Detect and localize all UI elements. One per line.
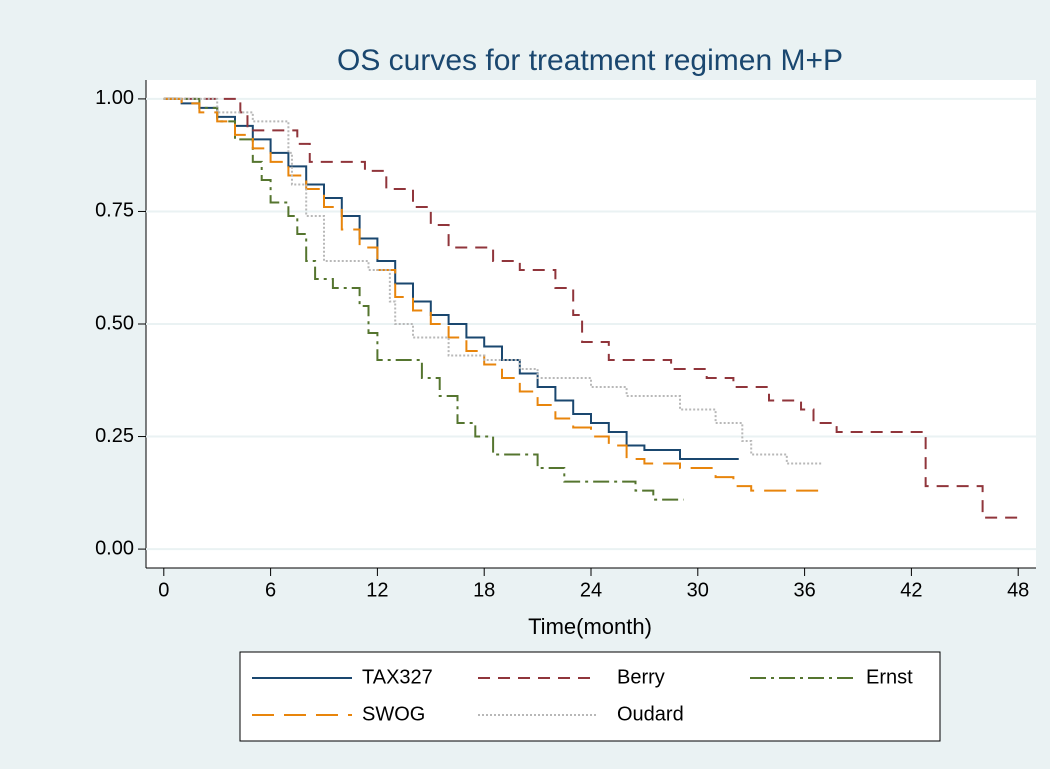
x-tick-label: 36 [793, 579, 815, 601]
legend-label: Oudard [617, 703, 684, 725]
legend-label: Berry [617, 666, 665, 688]
y-tick-label: 0.75 [95, 200, 134, 222]
chart-title: OS curves for treatment regimen M+P [337, 44, 843, 77]
x-tick-label: 18 [473, 579, 495, 601]
survival-curve [163, 97, 684, 501]
x-tick-label: 12 [366, 579, 388, 601]
y-tick-label: 0.50 [95, 312, 134, 334]
x-tick-label: 0 [158, 579, 169, 601]
y-tick-label: 1.00 [95, 87, 134, 109]
survival-curve [163, 97, 819, 492]
legend-box [239, 651, 941, 742]
survival-curve [163, 97, 1019, 519]
x-tick-label: 30 [687, 579, 709, 601]
x-tick-label: 24 [580, 579, 602, 601]
legend-label: SWOG [362, 703, 425, 725]
x-tick-label: 6 [265, 579, 276, 601]
survival-curve [163, 97, 823, 465]
y-tick-label: 0.25 [95, 425, 134, 447]
x-tick-label: 42 [900, 579, 922, 601]
legend-label: TAX327 [362, 666, 433, 688]
x-axis-title: Time(month) [528, 614, 652, 639]
survival-curve [163, 97, 739, 461]
y-tick-label: 0.00 [95, 537, 134, 559]
legend-label: Ernst [866, 666, 913, 688]
x-tick-label: 48 [1007, 579, 1029, 601]
